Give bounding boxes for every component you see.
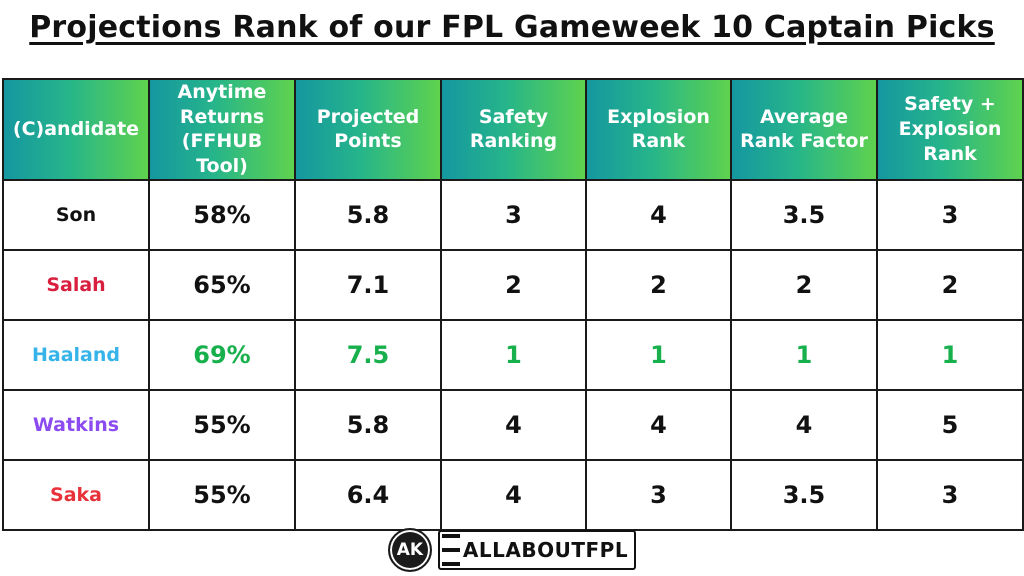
- header-anytime-returns: Anytime Returns (FFHUB Tool): [148, 78, 296, 181]
- ak-logo-icon: AK: [387, 528, 432, 572]
- table-cell: 7.5: [294, 318, 442, 391]
- table-cell: 6.4: [294, 458, 442, 531]
- header-safety-ranking: Safety Ranking: [440, 78, 587, 181]
- candidate-name: Haaland: [2, 318, 150, 391]
- table-cell: 2: [730, 248, 878, 321]
- candidate-name: Salah: [2, 248, 150, 321]
- table-cell: 2: [585, 248, 732, 321]
- table-cell: 3: [585, 458, 732, 531]
- table-cell: 7.1: [294, 248, 442, 321]
- table-cell: 69%: [148, 318, 296, 391]
- candidate-name: Saka: [2, 458, 150, 531]
- footer-branding: AK ALLABOUTFPL: [0, 528, 1024, 572]
- captain-picks-table: (C)andidate Anytime Returns (FFHUB Tool) P…: [2, 78, 1024, 531]
- header-explosion-rank: Explosion Rank: [585, 78, 732, 181]
- table-cell: 4: [585, 388, 732, 461]
- table-cell: 58%: [148, 178, 296, 251]
- header-candidate: (C)andidate: [2, 78, 150, 181]
- header-row: (C)andidate Anytime Returns (FFHUB Tool) P…: [2, 78, 1024, 181]
- table-cell: 3: [876, 458, 1024, 531]
- table-row: Son 58% 5.8 3 4 3.5 3: [2, 178, 1024, 251]
- brand-name: ALLABOUTFPL: [462, 538, 629, 562]
- table-cell: 3.5: [730, 178, 878, 251]
- table-row: Salah 65% 7.1 2 2 2 2: [2, 248, 1024, 321]
- table-cell: 5.8: [294, 178, 442, 251]
- page-title: Projections Rank of our FPL Gameweek 10 …: [29, 10, 995, 45]
- table-cell: 5.8: [294, 388, 442, 461]
- allaboutfpl-logo: ALLABOUTFPL: [437, 530, 637, 570]
- table-cell: 55%: [148, 458, 296, 531]
- table-row: Saka 55% 6.4 4 3 3.5 3: [2, 458, 1024, 531]
- header-projected-points: Projected Points: [294, 78, 442, 181]
- table-cell: 4: [440, 458, 587, 531]
- table-cell: 1: [585, 318, 732, 391]
- header-safety-explosion-rank: Safety + Explosion Rank: [876, 78, 1024, 181]
- table-cell: 65%: [148, 248, 296, 321]
- candidate-name: Watkins: [2, 388, 150, 461]
- table-cell: 4: [730, 388, 878, 461]
- table-cell: 1: [876, 318, 1024, 391]
- table-cell: 55%: [148, 388, 296, 461]
- table-cell: 5: [876, 388, 1024, 461]
- table-cell: 2: [440, 248, 587, 321]
- table-cell: 2: [876, 248, 1024, 321]
- candidate-name: Son: [2, 178, 150, 251]
- table-row: Haaland 69% 7.5 1 1 1 1: [2, 318, 1024, 391]
- table-cell: 4: [585, 178, 732, 251]
- table-cell: 3: [876, 178, 1024, 251]
- header-average-rank-factor: Average Rank Factor: [730, 78, 878, 181]
- table-cell: 3: [440, 178, 587, 251]
- table-row: Watkins 55% 5.8 4 4 4 5: [2, 388, 1024, 461]
- pitch-icon: [441, 532, 460, 568]
- table-cell: 3.5: [730, 458, 878, 531]
- table-cell: 4: [440, 388, 587, 461]
- table-cell: 1: [440, 318, 587, 391]
- table-cell: 1: [730, 318, 878, 391]
